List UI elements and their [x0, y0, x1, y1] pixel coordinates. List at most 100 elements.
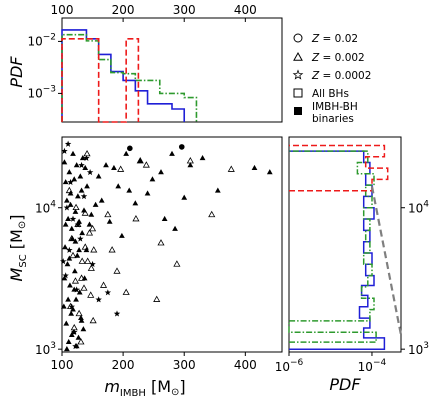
- point-filled-triangle: [78, 187, 85, 193]
- point-open-triangle: [208, 210, 216, 218]
- main-ylabel: MSC [M⊙]: [7, 215, 29, 282]
- point-star: [74, 221, 82, 228]
- main-xtick-label-1: 200: [112, 358, 135, 372]
- right-xtick-label-1-exp: −4: [373, 358, 387, 368]
- point-filled-triangle: [78, 317, 85, 323]
- point-filled-triangle: [76, 246, 82, 253]
- point-filled-triangle: [64, 261, 71, 267]
- right-ytick-label-1-exp: 4: [423, 200, 429, 210]
- point-star: [80, 193, 88, 200]
- point-filled-triangle: [144, 190, 151, 196]
- legend-label-0: Z = 0.02: [311, 33, 358, 45]
- point-filled-triangle: [62, 179, 69, 185]
- point-open-triangle: [72, 203, 80, 211]
- point-open-triangle: [88, 224, 97, 232]
- point-open-triangle: [122, 288, 130, 295]
- point-filled-triangle: [126, 187, 133, 193]
- point-star: [61, 147, 68, 154]
- point-filled-triangle: [62, 221, 69, 227]
- point-filled-triangle: [74, 252, 81, 258]
- point-filled-triangle: [75, 193, 81, 199]
- legend-label-2-sym: Z: [311, 70, 320, 82]
- point-filled-triangle: [92, 201, 99, 207]
- point-filled-triangle: [251, 164, 258, 171]
- point-filled-triangle: [60, 303, 67, 309]
- point-filled-triangle: [65, 215, 71, 221]
- point-filled-triangle: [98, 197, 105, 203]
- point-star: [66, 246, 73, 253]
- main-ytick-label-0: 103: [35, 341, 56, 357]
- main-axes-frame: [61, 136, 283, 353]
- right-pdf-series: [288, 144, 403, 350]
- legend-label-1-rest: = 0.002: [319, 52, 365, 64]
- point-open-triangle: [85, 229, 94, 236]
- top-ytick-label-0-base: 10: [27, 34, 42, 48]
- right-ytick-label-0-exp: 3: [423, 341, 429, 351]
- point-star: [69, 215, 77, 222]
- right-xtick-label-0: 10−6: [275, 358, 304, 374]
- right-xtick-label-1: 10−4: [358, 358, 387, 374]
- point-filled-triangle: [77, 173, 84, 179]
- point-filled-triangle: [103, 162, 109, 168]
- point-open-triangle: [157, 239, 165, 246]
- point-open-triangle: [108, 246, 116, 253]
- right-xtick-label-0-exp: −6: [290, 358, 304, 368]
- point-filled-triangle: [75, 334, 82, 340]
- point-open-triangle: [90, 246, 98, 253]
- top-ytick-label-0-exp: −2: [43, 32, 56, 42]
- point-filled-triangle: [95, 173, 102, 179]
- point-filled-triangle: [81, 207, 87, 213]
- point-filled-triangle: [68, 331, 75, 337]
- point-filled-triangle: [161, 215, 168, 221]
- point-open-triangle: [87, 264, 95, 271]
- point-star: [113, 310, 121, 317]
- legend-label-2-rest: = 0.0002: [319, 70, 371, 82]
- point-open-triangle: [89, 316, 97, 324]
- point-star: [95, 296, 102, 303]
- point-open-triangle: [227, 165, 235, 172]
- point-filled-triangle: [65, 296, 71, 302]
- legend-marker-triangle: [293, 51, 303, 61]
- right-axes-frame: [288, 136, 402, 353]
- point-star: [78, 161, 85, 169]
- main-ytick-label-1: 104: [35, 200, 56, 216]
- point-open-triangle: [77, 338, 85, 345]
- point-filled-triangle: [214, 187, 221, 193]
- point-open-triangle: [132, 215, 140, 222]
- point-open-triangle: [87, 291, 95, 298]
- main-xlabel: mIMBH [M⊙]: [104, 377, 185, 399]
- point-star: [63, 204, 71, 211]
- legend-label-3: All BHs: [312, 88, 349, 100]
- right-ytick-label-1-base: 10: [408, 202, 423, 216]
- top-histogram-panel: 100 200 300 400 10−210−3 PDF: [7, 3, 283, 123]
- point-filled-triangle: [111, 164, 117, 171]
- point-filled-triangle: [82, 164, 89, 171]
- top-series-0: [61, 29, 186, 122]
- point-star: [83, 154, 90, 161]
- point-filled-triangle: [78, 314, 84, 320]
- right-ytick-label-1: 104: [408, 200, 429, 216]
- point-star: [67, 178, 74, 186]
- point-open-triangle: [117, 165, 125, 172]
- point-filled-triangle: [72, 208, 79, 214]
- legend-label-4-line-0: IMBH-BH: [312, 101, 358, 113]
- point-open-triangle: [71, 277, 80, 284]
- top-xtick-label-2: 300: [173, 3, 196, 17]
- point-filled-triangle: [137, 157, 144, 163]
- main-ytick-label-0-base: 10: [35, 343, 50, 357]
- point-filled-triangle: [81, 275, 88, 281]
- top-y-ticks: 10−210−3: [27, 32, 62, 100]
- legend-label-0-sym: Z: [311, 33, 320, 45]
- point-open-triangle: [78, 257, 86, 264]
- point-filled-triangle: [70, 150, 76, 156]
- right-xtick-label-0-base: 10: [275, 360, 290, 374]
- legend-marker-circle: [293, 33, 303, 43]
- point-star: [86, 168, 94, 176]
- main-ytick-label-0-exp: 3: [50, 341, 56, 351]
- point-filled-triangle: [169, 150, 175, 156]
- right-ytick-label-0: 103: [408, 341, 429, 357]
- top-series-2: [61, 38, 140, 123]
- point-filled-triangle: [123, 150, 130, 156]
- point-filled-triangle: [158, 169, 164, 175]
